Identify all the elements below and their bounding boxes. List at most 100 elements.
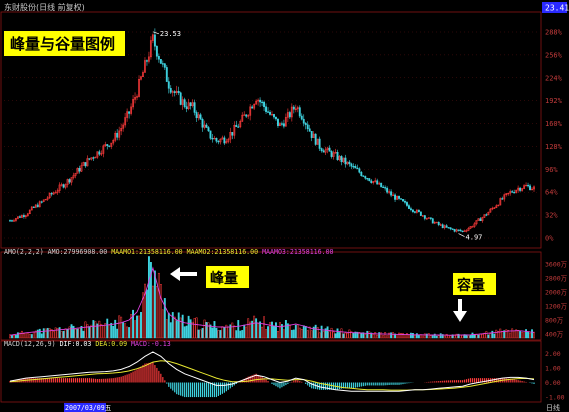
volume-bar	[46, 327, 49, 339]
volume-bar	[153, 270, 156, 339]
candle-body	[219, 138, 222, 143]
candle-body	[146, 60, 148, 62]
volume-bar	[136, 315, 138, 339]
candle-body	[278, 123, 281, 126]
candle-body	[56, 190, 59, 193]
volume-bar	[130, 314, 133, 339]
volume-bar	[467, 335, 470, 339]
volume-bar	[261, 326, 264, 339]
volume-bar	[134, 320, 136, 339]
candle-body	[132, 99, 135, 108]
volume-bar	[286, 323, 289, 339]
candle-body	[66, 179, 69, 185]
volume-bar	[298, 327, 301, 339]
volume-bar	[469, 334, 472, 339]
candle-body	[269, 111, 271, 115]
candle-body	[62, 184, 65, 188]
candle-body	[40, 201, 43, 203]
volume-bar	[316, 327, 319, 339]
volume-bar	[72, 325, 75, 339]
y-tick-label: 288%	[545, 29, 563, 37]
volume-bar	[191, 321, 194, 339]
candle-body	[239, 121, 242, 128]
candle-body	[261, 101, 264, 104]
volume-bar	[483, 332, 486, 339]
candle-body	[191, 102, 194, 107]
volume-bar	[519, 331, 522, 339]
volume-bar	[92, 320, 95, 339]
candle-body	[237, 126, 240, 128]
volume-bar	[82, 330, 85, 339]
candle-body	[30, 206, 33, 211]
peak-callout-label: 峰量	[210, 270, 238, 287]
candle-body	[48, 193, 51, 199]
candle-body	[471, 226, 474, 228]
macd-y-tick: -1.00	[545, 394, 565, 402]
volume-bar	[13, 335, 15, 339]
volume-bar	[18, 332, 21, 339]
candle-body	[128, 111, 131, 114]
volume-bar	[503, 330, 506, 339]
candle-body	[485, 214, 488, 216]
volume-bar	[259, 321, 262, 339]
volume-bar	[404, 335, 406, 339]
volume-bar	[245, 326, 248, 339]
volume-bar	[310, 330, 313, 339]
peak-callout-box	[206, 266, 249, 288]
candle-body	[130, 106, 133, 114]
volume-bar	[358, 332, 361, 339]
candle-body	[342, 157, 345, 163]
candle-body	[161, 63, 164, 65]
candle-body	[18, 216, 21, 218]
candle-body	[36, 204, 39, 208]
candle-body	[207, 127, 210, 132]
volume-bar	[277, 331, 279, 339]
candle-body	[487, 211, 490, 216]
candle-body	[259, 99, 262, 103]
candle-body	[140, 76, 142, 80]
candle-body	[374, 180, 377, 182]
candle-body	[263, 101, 266, 108]
volume-bar	[481, 334, 484, 339]
volume-bar	[185, 325, 188, 339]
volume-bar	[342, 333, 345, 339]
volume-bar	[199, 329, 202, 339]
candle-body	[294, 108, 297, 110]
candle-body	[185, 106, 188, 109]
period-label[interactable]: 日线	[546, 403, 560, 412]
candle-body	[82, 162, 85, 166]
candle-body	[439, 224, 442, 226]
volume-bar	[497, 331, 500, 339]
candle-body	[499, 198, 502, 206]
volume-bar	[378, 332, 381, 339]
candle-body	[501, 198, 504, 200]
volume-bar	[9, 334, 11, 339]
candle-body	[28, 209, 31, 215]
y-tick-label: 160%	[545, 120, 563, 128]
candle-body	[396, 195, 398, 200]
candle-body	[497, 204, 500, 207]
candle-body	[223, 137, 226, 144]
volume-bar	[366, 330, 369, 339]
volume-bar	[66, 329, 69, 339]
volume-bar	[211, 327, 214, 339]
candle-body	[288, 112, 291, 118]
dea-label: DEA:0.09	[95, 340, 131, 348]
volume-bar	[209, 324, 212, 339]
candle-body	[22, 215, 25, 217]
price-annotations: 23.53 4.97	[152, 30, 482, 242]
volume-bar	[402, 333, 404, 339]
candle-body	[421, 215, 424, 217]
candle-body	[517, 187, 520, 191]
volume-bar	[338, 332, 341, 339]
volume-bar	[491, 330, 494, 339]
candle-body	[110, 142, 113, 147]
candle-body	[88, 158, 91, 160]
volume-bar	[86, 324, 89, 339]
candle-body	[245, 114, 248, 117]
candle-body	[80, 165, 83, 172]
volume-bar	[128, 327, 131, 339]
volume-bar	[177, 312, 180, 339]
candle-body	[221, 137, 224, 140]
